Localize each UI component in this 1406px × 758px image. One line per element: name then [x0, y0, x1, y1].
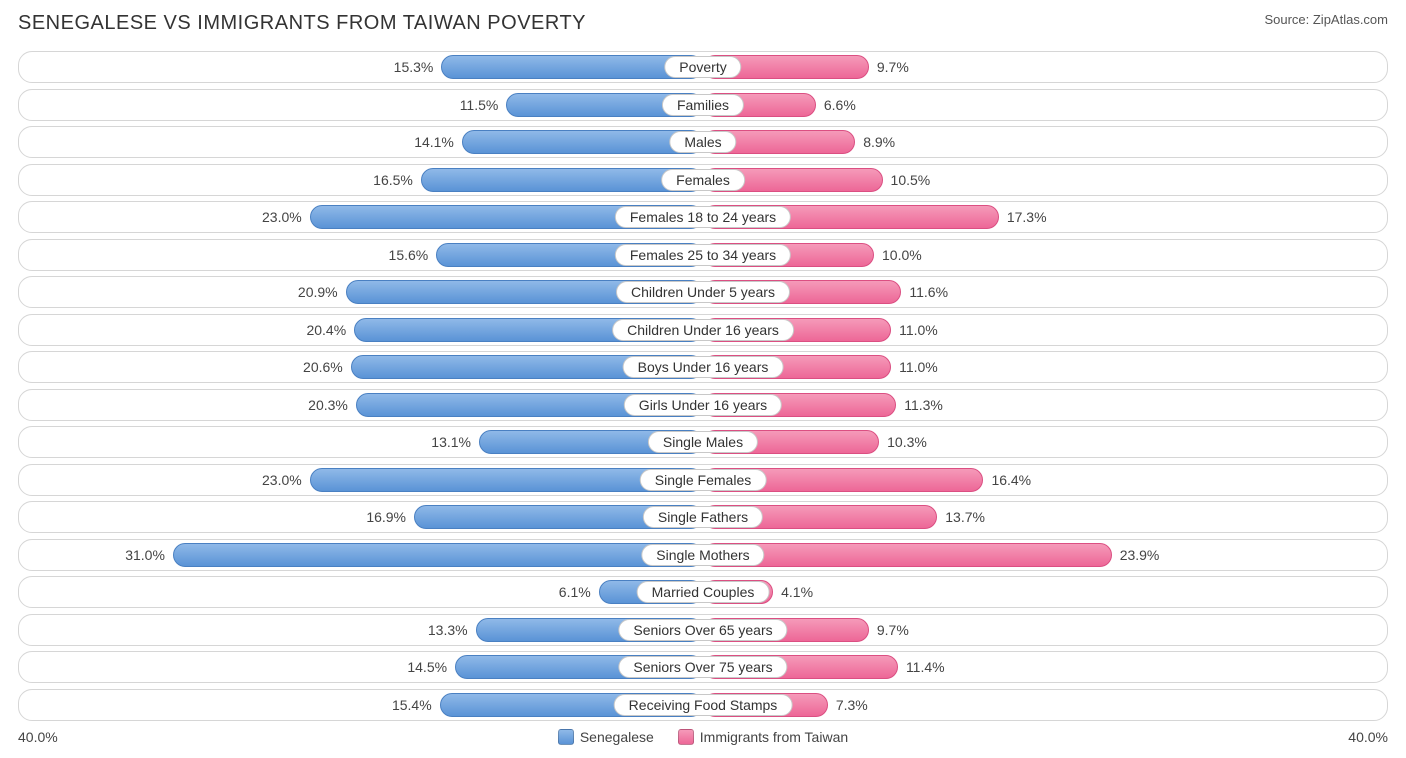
bar-left [462, 130, 703, 154]
value-left: 14.1% [414, 134, 454, 150]
source-name: ZipAtlas.com [1313, 12, 1388, 27]
value-left: 20.3% [308, 397, 348, 413]
category-label: Single Males [648, 431, 758, 453]
value-right: 7.3% [836, 697, 868, 713]
value-left: 16.5% [373, 172, 413, 188]
value-right: 9.7% [877, 59, 909, 75]
value-left: 13.1% [431, 434, 471, 450]
value-left: 11.5% [460, 97, 499, 113]
value-right: 10.3% [887, 434, 927, 450]
value-left: 15.4% [392, 697, 432, 713]
value-right: 10.0% [882, 247, 922, 263]
value-right: 11.0% [899, 359, 938, 375]
chart-row: 16.9% 13.7% Single Fathers [18, 501, 1388, 533]
value-left: 15.6% [389, 247, 429, 263]
chart-row: 23.0% 17.3% Females 18 to 24 years [18, 201, 1388, 233]
chart-row: 15.3% 9.7% Poverty [18, 51, 1388, 83]
bar-left [173, 543, 703, 567]
chart-row: 20.9% 11.6% Children Under 5 years [18, 276, 1388, 308]
category-label: Boys Under 16 years [623, 356, 784, 378]
value-right: 8.9% [863, 134, 895, 150]
category-label: Married Couples [637, 581, 770, 603]
axis-max-right: 40.0% [1348, 729, 1388, 745]
chart-row: 20.3% 11.3% Girls Under 16 years [18, 389, 1388, 421]
chart-title: SENEGALESE VS IMMIGRANTS FROM TAIWAN POV… [18, 12, 586, 35]
value-left: 16.9% [366, 509, 406, 525]
legend-label-right: Immigrants from Taiwan [700, 729, 848, 745]
source-prefix: Source: [1264, 12, 1312, 27]
category-label: Families [662, 94, 744, 116]
chart-row: 15.4% 7.3% Receiving Food Stamps [18, 689, 1388, 721]
chart-row: 6.1% 4.1% Married Couples [18, 576, 1388, 608]
legend-swatch-left [558, 729, 574, 745]
chart-row: 20.6% 11.0% Boys Under 16 years [18, 351, 1388, 383]
diverging-bar-chart: 15.3% 9.7% Poverty 11.5% 6.6% Families 14.1% 8.… [18, 51, 1388, 721]
value-right: 16.4% [991, 472, 1031, 488]
value-right: 10.5% [891, 172, 931, 188]
chart-row: 14.5% 11.4% Seniors Over 75 years [18, 651, 1388, 683]
value-right: 11.4% [906, 659, 945, 675]
chart-row: 14.1% 8.9% Males [18, 126, 1388, 158]
category-label: Single Mothers [641, 544, 764, 566]
legend-item-right: Immigrants from Taiwan [678, 729, 848, 745]
category-label: Poverty [664, 56, 741, 78]
value-left: 20.4% [306, 322, 346, 338]
value-right: 11.6% [909, 284, 948, 300]
category-label: Receiving Food Stamps [614, 694, 793, 716]
legend-swatch-right [678, 729, 694, 745]
axis-max-left: 40.0% [18, 729, 58, 745]
category-label: Seniors Over 65 years [618, 619, 787, 641]
category-label: Females [661, 169, 745, 191]
chart-row: 11.5% 6.6% Families [18, 89, 1388, 121]
category-label: Single Females [640, 469, 767, 491]
value-left: 23.0% [262, 472, 302, 488]
value-right: 13.7% [945, 509, 985, 525]
chart-row: 16.5% 10.5% Females [18, 164, 1388, 196]
value-right: 11.0% [899, 322, 938, 338]
category-label: Children Under 5 years [616, 281, 790, 303]
chart-row: 13.1% 10.3% Single Males [18, 426, 1388, 458]
value-left: 6.1% [559, 584, 591, 600]
chart-legend: Senegalese Immigrants from Taiwan [558, 729, 848, 745]
value-left: 31.0% [125, 547, 165, 563]
value-left: 23.0% [262, 209, 302, 225]
value-left: 15.3% [394, 59, 434, 75]
category-label: Children Under 16 years [612, 319, 794, 341]
category-label: Seniors Over 75 years [618, 656, 787, 678]
value-right: 17.3% [1007, 209, 1047, 225]
chart-header: SENEGALESE VS IMMIGRANTS FROM TAIWAN POV… [18, 12, 1388, 35]
category-label: Girls Under 16 years [624, 394, 782, 416]
value-left: 14.5% [407, 659, 447, 675]
chart-row: 15.6% 10.0% Females 25 to 34 years [18, 239, 1388, 271]
chart-row: 23.0% 16.4% Single Females [18, 464, 1388, 496]
chart-row: 13.3% 9.7% Seniors Over 65 years [18, 614, 1388, 646]
chart-row: 31.0% 23.9% Single Mothers [18, 539, 1388, 571]
chart-row: 20.4% 11.0% Children Under 16 years [18, 314, 1388, 346]
chart-source: Source: ZipAtlas.com [1264, 12, 1388, 27]
chart-footer: 40.0% Senegalese Immigrants from Taiwan … [18, 729, 1388, 745]
legend-label-left: Senegalese [580, 729, 654, 745]
value-right: 6.6% [824, 97, 856, 113]
value-right: 23.9% [1120, 547, 1160, 563]
value-right: 11.3% [904, 397, 943, 413]
category-label: Females 25 to 34 years [615, 244, 791, 266]
value-left: 13.3% [428, 622, 468, 638]
category-label: Females 18 to 24 years [615, 206, 791, 228]
category-label: Single Fathers [643, 506, 763, 528]
value-left: 20.9% [298, 284, 338, 300]
value-left: 20.6% [303, 359, 343, 375]
category-label: Males [669, 131, 736, 153]
legend-item-left: Senegalese [558, 729, 654, 745]
value-right: 4.1% [781, 584, 813, 600]
value-right: 9.7% [877, 622, 909, 638]
